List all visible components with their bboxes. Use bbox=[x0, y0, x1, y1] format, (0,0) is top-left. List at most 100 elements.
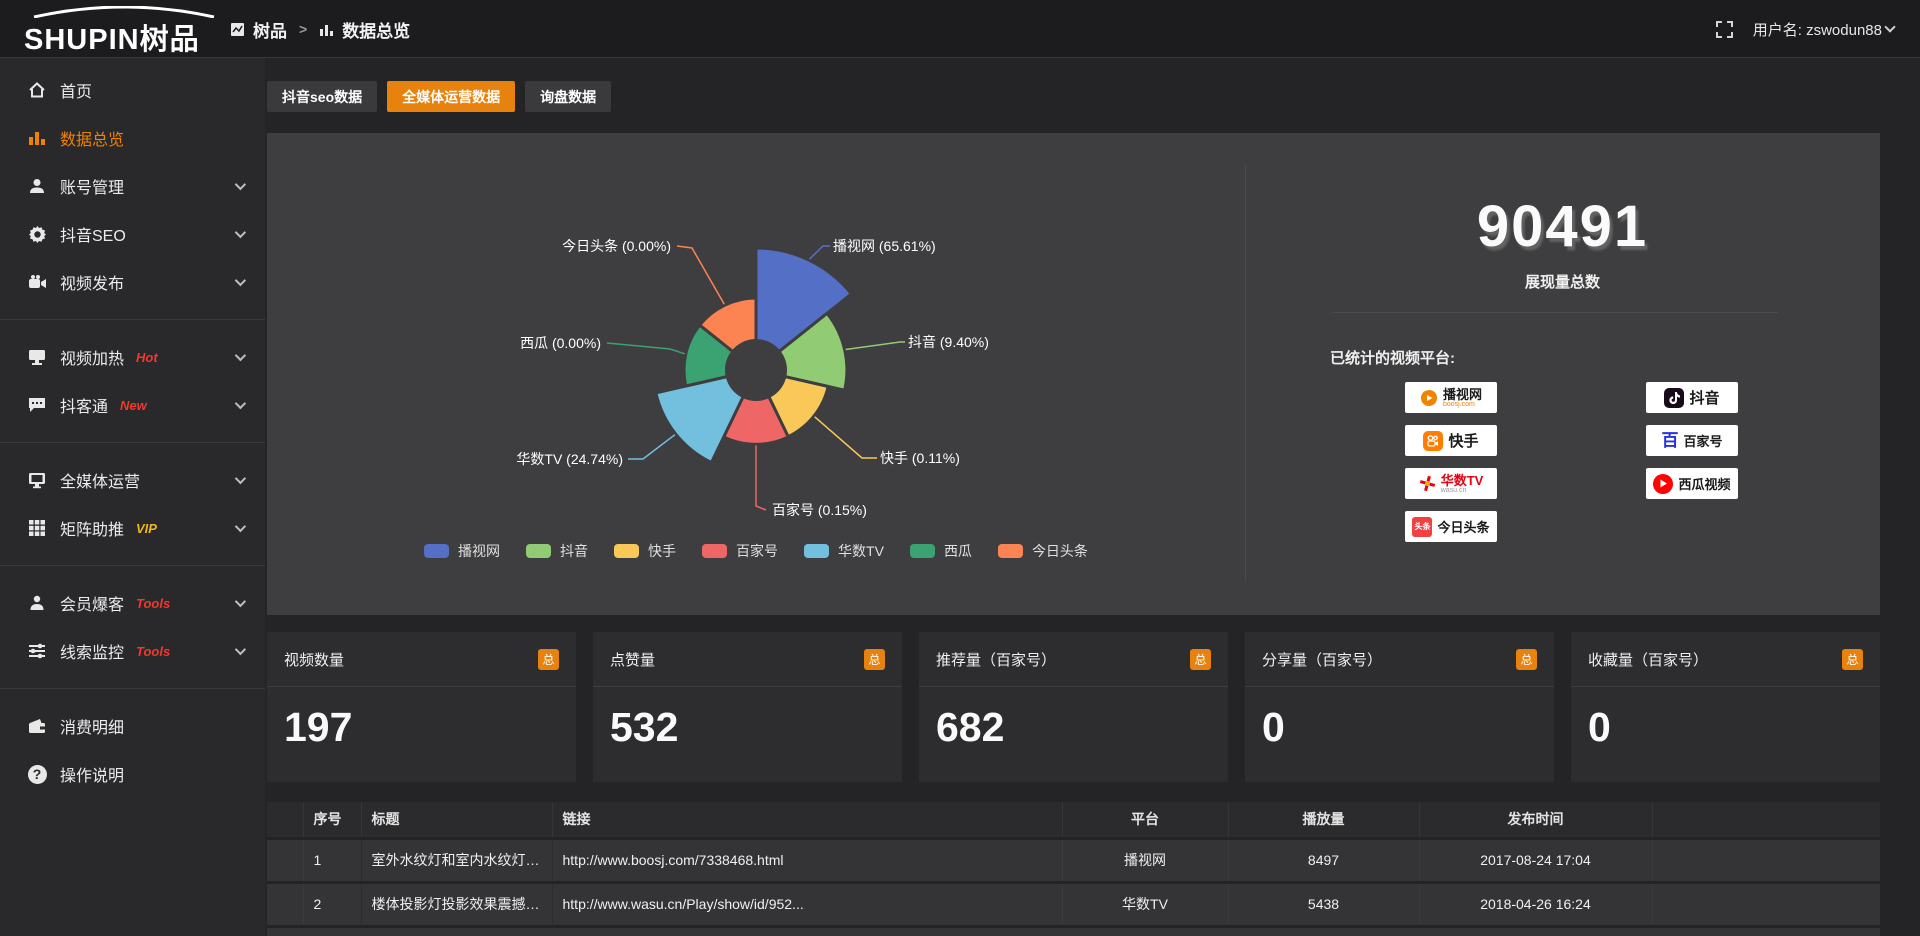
tab-omni-media-data[interactable]: 全媒体运营数据 bbox=[387, 81, 516, 112]
username-menu[interactable]: 用户名: zswodun88 bbox=[1753, 19, 1896, 40]
video-url-link[interactable]: http://www.wasu.cn/Play/show/id/952... bbox=[552, 882, 1063, 928]
legend-swatch bbox=[424, 544, 450, 558]
row-index: 2 bbox=[303, 882, 362, 928]
pie-center-hole bbox=[725, 339, 787, 401]
video-title-link[interactable]: 楼体投影灯投影效果震撼上市 bbox=[361, 882, 553, 928]
total-badge[interactable]: 总 bbox=[538, 648, 559, 670]
total-badge[interactable]: 总 bbox=[1842, 648, 1863, 670]
videos-table: 序号 标题 链接 平台 播放量 发布时间 1 室外水纹灯和室内水纹灯的区别和简介… bbox=[267, 802, 1880, 936]
impressions-total-label: 展现量总数 bbox=[1524, 274, 1600, 291]
platform-chip-kuaishou[interactable]: 快手 bbox=[1405, 425, 1497, 456]
topbar: SHUPIN树品 树品 > 数据总览 用户名: zswodun88 bbox=[0, 0, 1920, 58]
platform-chip-douyin[interactable]: 抖音 bbox=[1646, 382, 1738, 413]
sidebar-item-doukentong[interactable]: 抖客通 New bbox=[0, 381, 265, 429]
legend-item[interactable]: 百家号 bbox=[702, 541, 778, 561]
legend-item[interactable]: 西瓜 bbox=[909, 541, 972, 561]
breadcrumb-root[interactable]: 树品 bbox=[253, 21, 287, 41]
pie-label-line bbox=[606, 342, 686, 355]
platform-chip-wasu[interactable]: 华数TV wasu.cn bbox=[1405, 468, 1497, 499]
stat-value: 0 bbox=[1588, 704, 1611, 750]
total-badge[interactable]: 总 bbox=[1516, 648, 1537, 670]
platform-chip-baijiahao[interactable]: 百 百家号 bbox=[1646, 425, 1738, 456]
legend-item[interactable]: 今日头条 bbox=[997, 541, 1088, 561]
stat-value: 682 bbox=[936, 704, 1005, 750]
tab-douyin-seo-data[interactable]: 抖音seo数据 bbox=[267, 81, 378, 112]
total-badge[interactable]: 总 bbox=[864, 648, 885, 670]
sidebar-item-douyin-seo[interactable]: 抖音SEO bbox=[0, 210, 265, 258]
sidebar: 首页 数据总览 账号管理 抖音SEO 视频发布 视频加热 Hot bbox=[0, 58, 265, 936]
pie-legend: 播视网 抖音 快手 百家号 华数TV 西瓜 今日头条 bbox=[267, 541, 1245, 561]
sidebar-item-member-leads[interactable]: 会员爆客 Tools bbox=[0, 579, 265, 627]
sidebar-item-matrix-boost[interactable]: 矩阵助推 VIP bbox=[0, 504, 265, 552]
sidebar-item-consume-detail[interactable]: 消费明细 bbox=[0, 702, 265, 750]
platform-chip-xigua[interactable]: 西瓜视频 bbox=[1646, 468, 1738, 499]
total-badge[interactable]: 总 bbox=[1190, 648, 1211, 670]
breadcrumb: 树品 > 数据总览 bbox=[230, 0, 410, 58]
user-icon bbox=[27, 176, 47, 196]
platform-cell: 播视网 bbox=[1062, 838, 1229, 884]
chevron-down-icon bbox=[234, 349, 247, 362]
boosj-logo-icon bbox=[1420, 389, 1437, 406]
sidebar-item-video-publish[interactable]: 视频发布 bbox=[0, 258, 265, 306]
sidebar-item-clue-monitor[interactable]: 线索监控 Tools bbox=[0, 627, 265, 675]
platform-chip-toutiao[interactable]: 头条 今日头条 bbox=[1405, 511, 1497, 542]
new-badge: New bbox=[120, 397, 147, 413]
pie-label: 百家号 (0.15%) bbox=[772, 502, 867, 518]
sidebar-item-help[interactable]: ? 操作说明 bbox=[0, 750, 265, 798]
tab-inquiry-data[interactable]: 询盘数据 bbox=[525, 81, 612, 112]
pie-label: 抖音 (9.40%) bbox=[908, 334, 989, 350]
tools-badge: Tools bbox=[136, 643, 171, 659]
pie-slice-播视网[interactable] bbox=[754, 246, 853, 372]
sidebar-item-data-overview[interactable]: 数据总览 bbox=[0, 114, 265, 162]
publish-time-cell: 2017-08-24 17:04 bbox=[1419, 838, 1653, 884]
platform-chip-boosj[interactable]: 播视网 boosj.com bbox=[1405, 382, 1497, 413]
table-header-row: 序号 标题 链接 平台 播放量 发布时间 bbox=[267, 802, 1880, 840]
pie-label: 播视网 (65.61%) bbox=[833, 238, 936, 254]
overview-card: 播视网 (65.61%) 抖音 (9.40%) 快手 (0.11%) 百家号 (0.1… bbox=[267, 133, 1880, 615]
chat-bubble-icon bbox=[27, 395, 47, 415]
sidebar-item-home[interactable]: 首页 bbox=[0, 66, 265, 114]
row-index: 1 bbox=[303, 838, 362, 884]
chevron-down-icon bbox=[234, 226, 247, 239]
logo-text: SHUPIN树品 bbox=[24, 24, 200, 56]
kuaishou-logo-icon bbox=[1423, 430, 1444, 451]
stat-value: 197 bbox=[284, 704, 353, 750]
sliders-icon bbox=[27, 641, 47, 661]
grid-icon bbox=[27, 518, 47, 538]
data-tabs: 抖音seo数据 全媒体运营数据 询盘数据 bbox=[267, 81, 612, 112]
home-icon bbox=[27, 80, 47, 100]
legend-item[interactable]: 播视网 bbox=[424, 541, 500, 561]
video-title-link[interactable]: 室外水纹灯和室内水纹灯的区别和简介 bbox=[361, 838, 553, 884]
rose-pie-chart[interactable]: 播视网 (65.61%) 抖音 (9.40%) 快手 (0.11%) 百家号 (0.1… bbox=[267, 133, 1245, 615]
chevron-down-icon bbox=[1884, 21, 1896, 33]
xigua-logo-icon bbox=[1653, 473, 1674, 494]
logo-arc bbox=[33, 6, 215, 18]
pie-label-line bbox=[814, 416, 877, 459]
chevron-down-icon bbox=[234, 520, 247, 533]
publish-time-cell: 2018-04-26 16:24 bbox=[1419, 882, 1653, 928]
sidebar-item-account[interactable]: 账号管理 bbox=[0, 162, 265, 210]
chevron-down-icon bbox=[234, 643, 247, 656]
legend-item[interactable]: 华数TV bbox=[804, 541, 884, 561]
pie-slice-华数TV[interactable] bbox=[654, 368, 758, 464]
stat-card-likes: 点赞量总 532 bbox=[593, 632, 902, 782]
sidebar-divider bbox=[0, 442, 265, 443]
pie-label-line bbox=[845, 341, 905, 351]
legend-item[interactable]: 抖音 bbox=[526, 541, 588, 561]
breadcrumb-separator: > bbox=[299, 21, 308, 37]
breadcrumb-current: 数据总览 bbox=[342, 21, 411, 41]
sidebar-item-omni-media[interactable]: 全媒体运营 bbox=[0, 456, 265, 504]
legend-item[interactable]: 快手 bbox=[614, 541, 676, 561]
app-icon bbox=[231, 22, 244, 36]
vip-badge: VIP bbox=[136, 520, 157, 536]
gear-icon bbox=[27, 224, 47, 244]
sidebar-divider bbox=[0, 565, 265, 566]
baijiahao-logo-icon: 百 bbox=[1661, 431, 1679, 450]
sidebar-divider bbox=[0, 319, 265, 320]
fullscreen-icon[interactable] bbox=[1715, 20, 1733, 38]
sidebar-item-video-heat[interactable]: 视频加热 Hot bbox=[0, 333, 265, 381]
pie-slice-百家号[interactable] bbox=[722, 368, 790, 446]
table-row: 2 楼体投影灯投影效果震撼上市 http://www.wasu.cn/Play/… bbox=[267, 882, 1880, 928]
video-url-link[interactable]: http://www.boosj.com/7338468.html bbox=[552, 838, 1063, 884]
impressions-total: 90491 bbox=[1476, 194, 1649, 259]
